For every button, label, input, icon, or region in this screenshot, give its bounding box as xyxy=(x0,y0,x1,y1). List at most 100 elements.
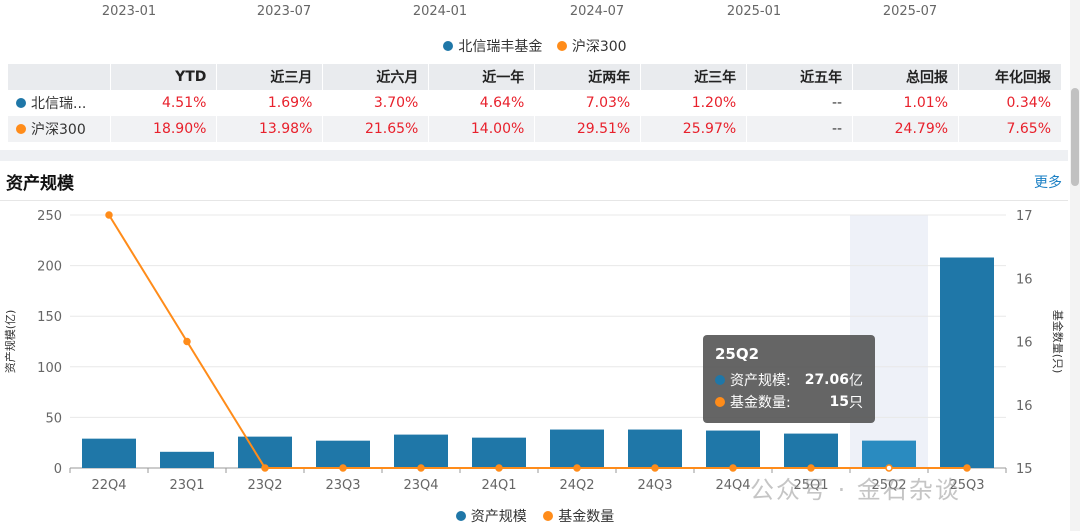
legend-item-fund[interactable]: 北信瑞丰基金 xyxy=(443,36,542,56)
bar xyxy=(706,430,760,468)
line-point xyxy=(963,464,971,472)
table-header: 近两年 xyxy=(534,64,642,90)
table-header: 总回报 xyxy=(852,64,960,90)
bar xyxy=(550,429,604,468)
y-tick-label: 250 xyxy=(37,209,62,224)
x-tick-label: 22Q4 xyxy=(91,478,126,493)
bar xyxy=(862,440,916,468)
row-name-index: 沪深300 xyxy=(8,116,112,142)
line-point xyxy=(729,464,737,472)
line-point xyxy=(105,211,113,219)
asset-dot-icon xyxy=(715,375,725,385)
legend-label: 沪深300 xyxy=(571,39,627,55)
chart-legend: 资产规模 基金数量 xyxy=(0,506,1070,526)
fund-dot-icon xyxy=(443,41,454,51)
performance-table: YTD 近三月 近六月 近一年 近两年 近三年 近五年 总回报 年化回报 北信瑞… xyxy=(8,64,1062,142)
legend-item-asset[interactable]: 资产规模 xyxy=(455,506,527,526)
table-header: 年化回报 xyxy=(958,64,1062,90)
table-header: YTD xyxy=(110,64,218,90)
table-header: 近三年 xyxy=(640,64,748,90)
table-header xyxy=(8,64,112,90)
fund-dot-icon xyxy=(16,98,26,108)
legend-label: 北信瑞丰基金 xyxy=(458,39,543,55)
top-axis-label: 2024-07 xyxy=(569,4,625,19)
x-tick-label: 23Q2 xyxy=(247,478,282,493)
line-point xyxy=(183,337,191,346)
table-cell: 7.03% xyxy=(534,90,642,116)
x-tick-label: 24Q2 xyxy=(559,478,594,493)
tooltip-unit: 亿 xyxy=(849,373,863,389)
table-cell: 7.65% xyxy=(958,116,1062,142)
scroll-up-icon[interactable] xyxy=(1070,0,1080,14)
count-line xyxy=(108,214,967,469)
table-cell: 21.65% xyxy=(322,116,430,142)
line-point xyxy=(573,464,581,472)
table-cell: 1.69% xyxy=(216,90,324,116)
legend-item-count[interactable]: 基金数量 xyxy=(543,506,614,526)
y2-tick-label: 16 xyxy=(1016,399,1033,414)
bar xyxy=(784,433,838,468)
table-cell: 1.01% xyxy=(852,90,960,116)
section-title: 资产规模 xyxy=(6,174,74,194)
table-cell: -- xyxy=(746,116,854,142)
x-tick-label: 23Q1 xyxy=(169,478,204,493)
tooltip-row: 资产规模: 27.06 亿 xyxy=(715,369,863,391)
table-header: 近一年 xyxy=(428,64,536,90)
vertical-scrollbar[interactable] xyxy=(1070,0,1080,531)
line-point xyxy=(495,464,503,472)
tooltip-label: 资产规模: xyxy=(730,373,791,389)
bar xyxy=(628,429,682,468)
line-point xyxy=(417,464,425,472)
watermark: 公众号 · 金石杂谈 xyxy=(750,476,961,504)
table-cell: 4.64% xyxy=(428,90,536,116)
bar xyxy=(82,438,136,468)
bar xyxy=(316,440,370,468)
line-point xyxy=(885,464,893,472)
index-dot-icon xyxy=(556,41,567,51)
more-link[interactable]: 更多 xyxy=(1034,175,1062,191)
line-point xyxy=(651,464,659,472)
index-dot-icon xyxy=(16,124,26,134)
x-tick-label: 24Q3 xyxy=(637,478,672,493)
table-cell: 13.98% xyxy=(216,116,324,142)
line-point xyxy=(261,464,269,472)
y-tick-label: 150 xyxy=(37,310,62,325)
x-tick-label: 24Q1 xyxy=(481,478,516,493)
y2-axis-title: 基金数量(只) xyxy=(1051,310,1065,374)
tooltip-label: 基金数量: xyxy=(730,395,791,411)
x-tick-label: 25Q2 xyxy=(871,478,906,493)
x-tick-label: 25Q1 xyxy=(793,478,828,493)
asset-scale-chart[interactable]: 0 50 100 150 200 250 15 16 16 16 17 资产规模(亿) 基金数量(只) 2… xyxy=(0,200,1068,500)
scrollbar-thumb[interactable] xyxy=(1071,88,1079,186)
table-header-row: YTD 近三月 近六月 近一年 近两年 近三年 近五年 总回报 年化回报 xyxy=(8,64,1062,90)
title-underline xyxy=(0,200,1068,201)
legend-label: 基金数量 xyxy=(558,509,615,525)
line-point xyxy=(807,464,815,472)
count-dot-icon xyxy=(543,511,554,521)
tooltip-value: 15 xyxy=(829,394,849,410)
x-tick-label: 23Q4 xyxy=(403,478,438,493)
y-tick-label: 50 xyxy=(45,411,62,426)
table-header: 近五年 xyxy=(746,64,854,90)
legend-item-index[interactable]: 沪深300 xyxy=(556,36,627,56)
table-row: 北信瑞... 4.51% 1.69% 3.70% 4.64% 7.03% 1.2… xyxy=(8,90,1062,116)
section-divider xyxy=(0,150,1068,161)
top-time-axis: 2023-01 2023-07 2024-01 2024-07 2025-01 … xyxy=(0,0,1060,24)
top-axis-label: 2023-01 xyxy=(101,4,157,19)
y-tick-label: 0 xyxy=(54,462,62,477)
x-tick-label: 25Q3 xyxy=(949,478,984,493)
table-header: 近三月 xyxy=(216,64,324,90)
line-point xyxy=(339,464,347,472)
table-cell: 14.00% xyxy=(428,116,536,142)
y-tick-label: 100 xyxy=(37,361,62,376)
row-name-label: 北信瑞... xyxy=(31,96,87,112)
y2-tick-label: 16 xyxy=(1016,336,1033,351)
bar xyxy=(160,451,214,468)
count-dot-icon xyxy=(715,397,725,407)
y2-tick-label: 15 xyxy=(1016,462,1033,477)
bar xyxy=(394,434,448,468)
tooltip-title: 25Q2 xyxy=(715,345,760,363)
x-tick-label: 24Q4 xyxy=(715,478,750,493)
row-name-label: 沪深300 xyxy=(31,122,86,138)
performance-legend: 北信瑞丰基金 沪深300 xyxy=(0,36,1070,56)
